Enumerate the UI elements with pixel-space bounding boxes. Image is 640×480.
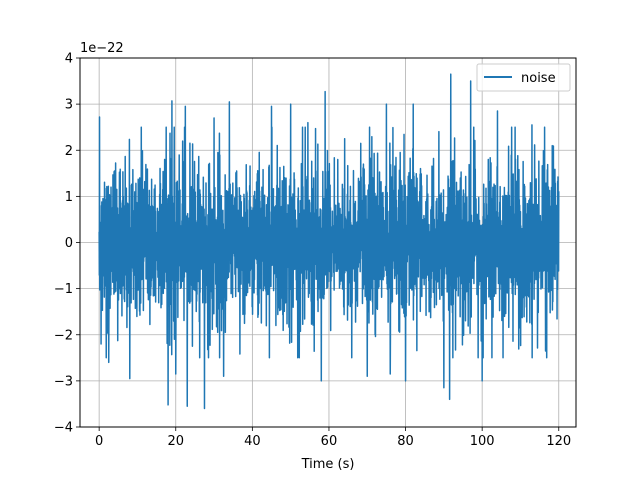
y-tick-label: 0 bbox=[65, 236, 73, 251]
plot-area bbox=[98, 73, 560, 410]
legend[interactable]: noise bbox=[476, 63, 571, 92]
y-tick-label: 1 bbox=[65, 190, 73, 205]
x-tick-label: 80 bbox=[397, 434, 414, 449]
series-line-noise bbox=[98, 73, 560, 410]
x-tick-label: 120 bbox=[546, 434, 571, 449]
y-tick-label: 2 bbox=[65, 144, 73, 159]
x-tick-label: 60 bbox=[321, 434, 338, 449]
y-tick-label: −2 bbox=[54, 328, 73, 343]
legend-frame bbox=[476, 63, 571, 92]
y-tick-label: −3 bbox=[54, 374, 73, 389]
x-tick-label: 40 bbox=[244, 434, 261, 449]
x-tick-label: 20 bbox=[167, 434, 184, 449]
x-tick-label: 100 bbox=[470, 434, 495, 449]
y-tick-label: 3 bbox=[65, 98, 73, 113]
y-tick-label: −4 bbox=[54, 421, 73, 436]
x-axis-ticks: 0 20 40 60 80 100 120 bbox=[95, 427, 571, 449]
y-axis-ticks: −4 −3 −2 −1 0 1 2 3 4 bbox=[54, 52, 80, 436]
legend-label-noise: noise bbox=[521, 71, 556, 86]
y-tick-label: −1 bbox=[54, 282, 73, 297]
x-tick-label: 0 bbox=[95, 434, 103, 449]
y-axis-offset-text: 1e−22 bbox=[80, 41, 124, 56]
y-tick-label: 4 bbox=[65, 52, 73, 67]
x-axis-label: Time (s) bbox=[301, 457, 355, 472]
